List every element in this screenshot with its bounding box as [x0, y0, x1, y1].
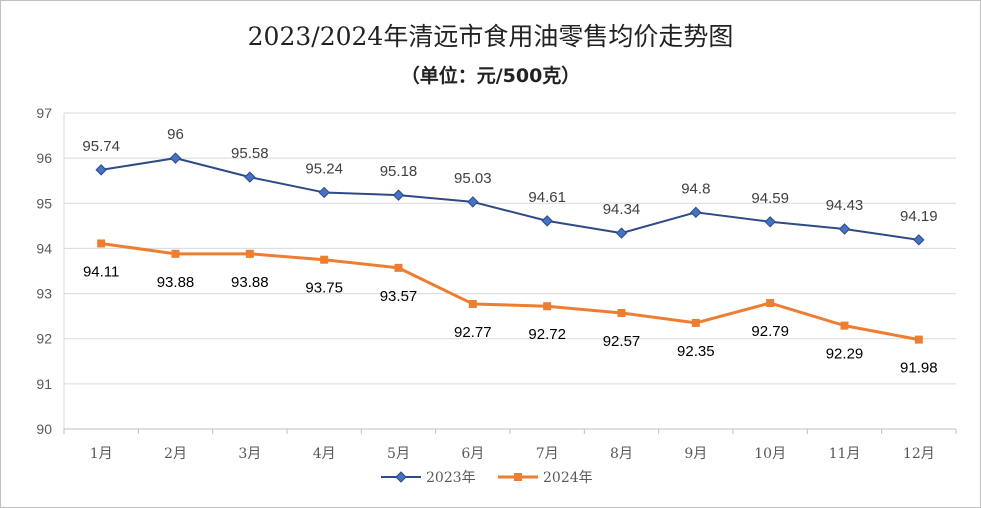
data-label-2023: 94.61: [528, 189, 566, 206]
legend-label-2024: 2024年: [543, 470, 593, 486]
data-label-2024: 93.75: [305, 280, 343, 297]
data-point-2024: [691, 318, 700, 327]
data-label-2023: 94.8: [681, 180, 710, 197]
data-point-2023: [392, 189, 405, 201]
data-label-2023: 95.58: [231, 145, 269, 162]
data-point-2024: [394, 263, 403, 272]
x-tick-label: 8月: [610, 446, 633, 462]
data-point-2023: [95, 164, 107, 176]
data-point-2023: [690, 206, 702, 219]
data-point-2023: [467, 196, 479, 208]
y-tick-label: 92: [36, 331, 52, 347]
data-label-2023: 95.03: [454, 170, 492, 187]
data-label-2024: 93.57: [380, 288, 418, 305]
data-label-2023: 95.74: [82, 138, 120, 155]
y-tick-label: 96: [36, 150, 52, 166]
y-tick-label: 93: [36, 286, 52, 302]
y-tick-label: 91: [36, 376, 52, 392]
data-point-2023: [838, 223, 851, 235]
data-point-2024: [171, 249, 180, 258]
x-tick-label: 9月: [684, 446, 707, 462]
data-point-2023: [764, 216, 776, 228]
y-tick-label: 95: [36, 195, 52, 211]
data-point-2024: [840, 321, 849, 330]
data-point-2024: [543, 302, 552, 311]
legend-marker-2024: [514, 473, 522, 481]
data-point-2024: [320, 255, 329, 264]
data-point-2023: [615, 227, 628, 239]
chart-subtitle: （单位：元/500克）: [400, 65, 581, 87]
data-label-2023: 95.24: [305, 160, 343, 177]
data-label-2023: 94.19: [900, 208, 938, 225]
x-tick-label: 3月: [238, 446, 261, 462]
x-tick-label: 11月: [829, 446, 861, 462]
data-point-2024: [617, 308, 626, 317]
series-line-2024: [100, 241, 920, 342]
data-label-2024: 91.98: [900, 360, 938, 377]
data-label-2024: 92.72: [528, 326, 566, 343]
data-point-2024: [468, 299, 477, 308]
x-tick-label: 5月: [387, 446, 410, 462]
data-point-2024: [245, 249, 254, 258]
data-point-2024: [97, 239, 106, 248]
data-label-2024: 92.35: [677, 343, 715, 360]
x-tick-label: 6月: [461, 446, 484, 462]
data-label-2024: 93.88: [157, 274, 195, 291]
data-label-2024: 92.29: [826, 346, 864, 363]
data-point-2023: [541, 215, 553, 227]
x-tick-label: 12月: [903, 446, 935, 462]
data-label-2023: 94.34: [603, 201, 641, 218]
data-point-2023: [244, 171, 256, 183]
chart-title: 2023/2024年清远市食用油零售均价走势图: [247, 22, 734, 51]
data-point-2023: [318, 186, 330, 199]
data-label-2023: 96: [167, 126, 184, 143]
data-label-2024: 94.11: [83, 263, 119, 280]
y-tick-label: 94: [36, 240, 52, 256]
x-tick-label: 2月: [164, 446, 187, 462]
data-label-2023: 94.59: [751, 190, 789, 207]
data-label-2024: 93.88: [231, 274, 269, 291]
y-tick-label: 90: [36, 421, 52, 437]
data-point-2024: [766, 299, 775, 308]
data-label-2024: 92.57: [603, 333, 641, 350]
data-label-2023: 95.18: [380, 163, 418, 180]
data-point-2023: [169, 152, 182, 164]
series-line-2023: [101, 157, 919, 241]
data-point-2023: [913, 234, 925, 246]
data-label-2023: 94.43: [826, 197, 864, 214]
x-tick-label: 7月: [536, 446, 559, 462]
y-tick-label: 97: [36, 105, 52, 121]
legend-marker-2023: [395, 471, 407, 483]
data-label-2024: 92.77: [454, 324, 492, 341]
data-point-2024: [914, 335, 923, 344]
legend-label-2023: 2023年: [426, 470, 476, 486]
x-tick-label: 10月: [754, 446, 786, 462]
x-tick-label: 4月: [313, 446, 336, 462]
data-label-2024: 92.79: [751, 323, 789, 340]
x-tick-label: 1月: [90, 446, 113, 462]
